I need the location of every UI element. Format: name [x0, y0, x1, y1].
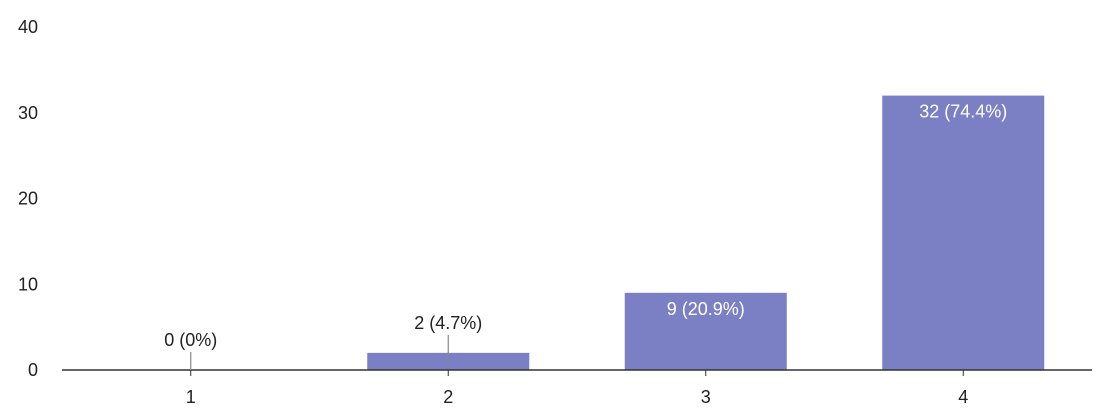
- x-axis-ticks: 1 2 3 4: [186, 370, 968, 407]
- data-labels: 0 (0%) 2 (4.7%) 9 (20.9%) 32 (74.4%): [164, 102, 1007, 370]
- data-label: 2 (4.7%): [414, 313, 482, 333]
- y-tick-label: 10: [18, 274, 38, 294]
- bars: [367, 95, 1045, 370]
- x-tick-label: 1: [186, 387, 196, 407]
- bar: [624, 292, 787, 370]
- y-tick-label: 30: [18, 103, 38, 123]
- y-tick-label: 0: [28, 360, 38, 380]
- data-label: 32 (74.4%): [919, 102, 1007, 122]
- data-label: 9 (20.9%): [667, 299, 745, 319]
- bar: [882, 95, 1045, 370]
- x-tick-label: 4: [958, 387, 968, 407]
- x-tick-label: 3: [701, 387, 711, 407]
- y-tick-label: 20: [18, 189, 38, 209]
- data-label: 0 (0%): [164, 330, 217, 350]
- x-tick-label: 2: [443, 387, 453, 407]
- y-tick-label: 40: [18, 17, 38, 37]
- y-axis-ticks: 0 10 20 30 40: [18, 17, 38, 380]
